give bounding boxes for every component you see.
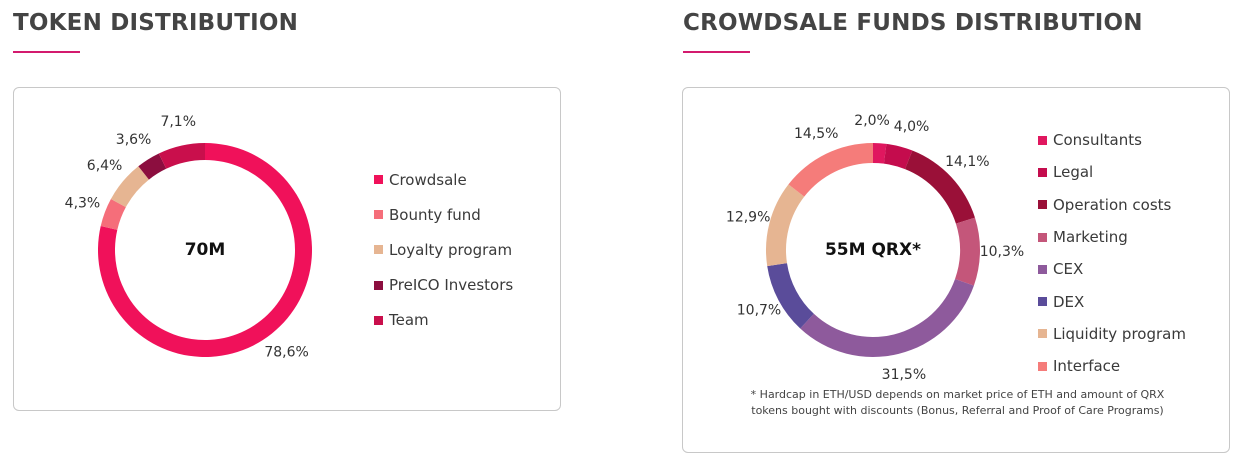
- legend-item-legal: Legal: [1038, 156, 1186, 188]
- pct-label-cex: 31,5%: [882, 367, 926, 383]
- legend-label-liquidity-program: Liquidity program: [1053, 324, 1186, 343]
- legend-label-crowdsale: Crowdsale: [389, 170, 467, 189]
- hardcap-footnote: * Hardcap in ETH/USD depends on market p…: [750, 388, 1165, 417]
- legend-label-marketing: Marketing: [1053, 228, 1128, 247]
- pct-label-operation-costs: 14,1%: [945, 154, 989, 170]
- legend-swatch-interface: [1038, 361, 1047, 371]
- pct-label-liquidity-program: 12,9%: [726, 210, 770, 226]
- slice-cex: [800, 278, 974, 357]
- legend-item-interface: Interface: [1038, 350, 1186, 382]
- pct-label-bounty-fund: 4,3%: [65, 196, 101, 212]
- legend-item-crowdsale: Crowdsale: [374, 162, 513, 197]
- legend-item-consultants: Consultants: [1038, 124, 1186, 156]
- legend-swatch-consultants: [1038, 135, 1047, 145]
- slice-interface: [788, 143, 873, 197]
- pct-label-crowdsale: 78,6%: [264, 344, 308, 360]
- pct-label-legal: 4,0%: [894, 119, 930, 135]
- legend-swatch-marketing: [1038, 232, 1047, 242]
- legend-item-bounty-fund: Bounty fund: [374, 197, 513, 232]
- pct-label-dex: 10,7%: [737, 302, 781, 318]
- legend-swatch-cex: [1038, 264, 1047, 274]
- pct-label-interface: 14,5%: [794, 126, 838, 142]
- legend-label-operation-costs: Operation costs: [1053, 195, 1172, 214]
- slice-bounty-fund: [100, 199, 126, 230]
- token-distribution-donut-chart: 78,6% 4,3% 6,4% 3,6% 7,1% 70M: [65, 114, 313, 360]
- slice-consultants: [873, 143, 887, 164]
- legend-item-marketing: Marketing: [1038, 221, 1186, 253]
- token-distribution-legend: Crowdsale Bounty fund Loyalty program Pr…: [374, 162, 513, 338]
- crowdsale-funds-legend: Consultants Legal Operation costs Market…: [1038, 124, 1186, 382]
- legend-swatch-liquidity-program: [1038, 329, 1047, 339]
- token-distribution-title: TOKEN DISTRIBUTION: [13, 10, 299, 36]
- legend-item-preico-investors: PreICO Investors: [374, 268, 513, 303]
- slice-legal: [883, 143, 913, 170]
- legend-item-dex: DEX: [1038, 285, 1186, 317]
- legend-item-loyalty-program: Loyalty program: [374, 232, 513, 267]
- legend-item-cex: CEX: [1038, 253, 1186, 285]
- token-distribution-center-label: 70M: [185, 240, 226, 260]
- legend-swatch-legal: [1038, 167, 1047, 177]
- legend-item-liquidity-program: Liquidity program: [1038, 318, 1186, 350]
- legend-label-cex: CEX: [1053, 260, 1084, 279]
- slice-marketing: [955, 217, 980, 286]
- slice-loyalty-program: [110, 166, 149, 208]
- legend-item-operation-costs: Operation costs: [1038, 189, 1186, 221]
- pct-label-marketing: 10,3%: [980, 244, 1024, 260]
- pct-label-loyalty-program: 6,4%: [87, 158, 123, 174]
- legend-swatch-loyalty-program: [374, 245, 383, 255]
- legend-label-loyalty-program: Loyalty program: [389, 240, 513, 259]
- legend-label-dex: DEX: [1053, 292, 1085, 311]
- crowdsale-funds-center-label: 55M QRX*: [825, 240, 921, 260]
- slice-operation-costs: [905, 150, 975, 224]
- pct-label-preico-investors: 3,6%: [116, 132, 152, 148]
- legend-swatch-crowdsale: [374, 175, 383, 185]
- token-distribution-title-underline: [13, 51, 80, 53]
- slice-dex: [767, 263, 814, 329]
- crowdsale-funds-distribution-title-underline: [683, 51, 750, 53]
- legend-label-preico-investors: PreICO Investors: [389, 276, 514, 295]
- legend-swatch-dex: [1038, 297, 1047, 307]
- legend-swatch-operation-costs: [1038, 200, 1047, 210]
- legend-swatch-preico-investors: [374, 280, 383, 290]
- legend-label-legal: Legal: [1053, 163, 1094, 182]
- crowdsale-funds-distribution-title: CROWDSALE FUNDS DISTRIBUTION: [683, 10, 1143, 36]
- slice-liquidity-program: [766, 184, 805, 267]
- pct-label-team: 7,1%: [160, 114, 196, 130]
- legend-swatch-bounty-fund: [374, 210, 383, 220]
- legend-item-team: Team: [374, 303, 513, 338]
- legend-swatch-team: [374, 315, 383, 325]
- legend-label-consultants: Consultants: [1053, 131, 1142, 150]
- slice-team: [158, 143, 205, 169]
- slice-preico-investors: [138, 153, 167, 180]
- legend-label-bounty-fund: Bounty fund: [389, 205, 481, 224]
- legend-label-interface: Interface: [1053, 357, 1121, 376]
- crowdsale-funds-donut-chart: 2,0% 4,0% 14,1% 10,3% 31,5% 10,7% 12,9% 14,5% 5…: [726, 113, 1024, 383]
- legend-label-team: Team: [389, 311, 429, 330]
- pct-label-consultants: 2,0%: [854, 113, 890, 129]
